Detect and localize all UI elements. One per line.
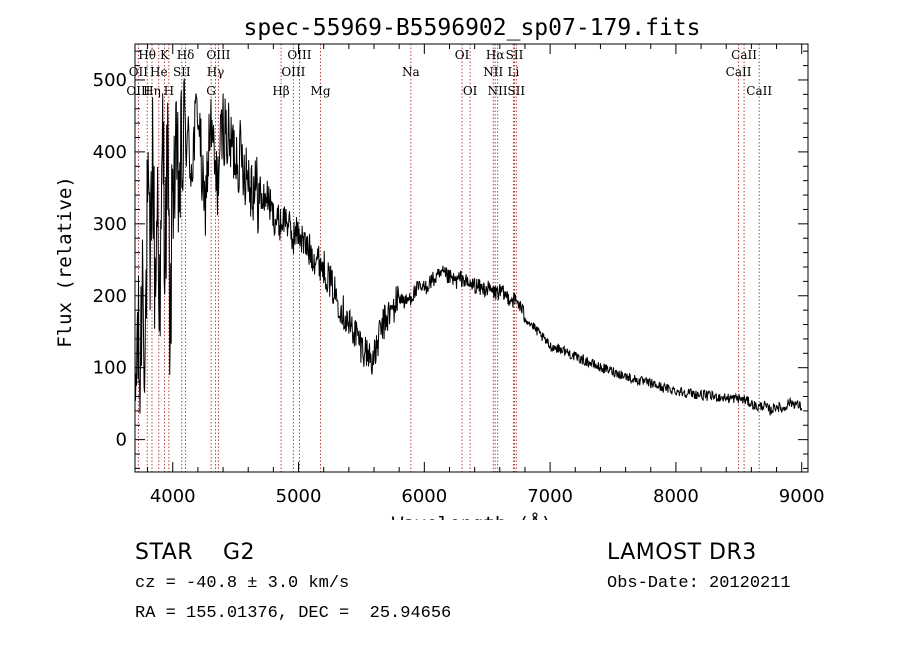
line-label: G	[206, 84, 216, 98]
spectrum-chart: spec-55969-B5596902_sp07-179.fits 4000 50…	[54, 15, 825, 520]
line-label: NII	[483, 65, 503, 79]
x-tick-label: 5000	[276, 486, 322, 507]
y-axis-label: Flux (relative)	[54, 176, 76, 348]
x-tick-label: 9000	[779, 486, 825, 507]
line-label: OI	[455, 48, 470, 62]
line-label: NII	[488, 84, 508, 98]
y-tick-label: 500	[93, 70, 127, 91]
line-label: SII	[173, 65, 191, 79]
line-label: OIII	[206, 48, 230, 62]
x-tick-label: 8000	[653, 486, 699, 507]
line-label: OIII	[287, 48, 311, 62]
line-label: Hδ	[177, 48, 195, 62]
x-tick-label: 7000	[527, 486, 573, 507]
redshift-velocity: cz = -40.8 ± 3.0 km/s	[135, 574, 350, 593]
line-label: Li	[507, 65, 519, 79]
chart-title: spec-55969-B5596902_sp07-179.fits	[244, 15, 701, 41]
line-label: OI	[463, 84, 478, 98]
x-tick-label: 4000	[150, 486, 196, 507]
line-label: SII	[507, 84, 525, 98]
line-label: Hβ	[272, 84, 289, 98]
line-label: K	[160, 48, 170, 62]
line-label: CaII	[746, 84, 772, 98]
emission-line-markers	[137, 44, 760, 472]
survey-name: LAMOST DR3	[607, 540, 757, 565]
coordinates: RA = 155.01376, DEC = 25.94656	[135, 604, 452, 623]
spectrum-line	[134, 78, 803, 416]
line-label: CaII	[731, 48, 757, 62]
spectrum-series	[134, 78, 803, 416]
line-label: He	[150, 65, 168, 79]
line-label: OIII	[126, 84, 150, 98]
y-tick-label: 200	[93, 286, 127, 307]
observation-date: Obs-Date: 20120211	[607, 574, 791, 593]
line-label: Hθ	[138, 48, 156, 62]
plot-frame	[134, 43, 809, 473]
y-tick-label: 100	[93, 358, 127, 379]
line-label: Hη	[143, 84, 161, 98]
line-label: CaII	[726, 65, 752, 79]
line-label: Mg	[311, 84, 331, 98]
line-label: H	[164, 84, 174, 98]
x-tick-label: 6000	[401, 486, 447, 507]
axes: 4000 5000 6000 7000 8000 9000 0 100 200 300 400 500	[93, 43, 825, 507]
line-label: OII	[129, 65, 149, 79]
line-label: Hα	[486, 48, 505, 62]
y-tick-label: 400	[93, 142, 127, 163]
line-label: Na	[402, 65, 420, 79]
line-label: Hγ	[207, 65, 225, 79]
line-label: SII	[506, 48, 524, 62]
y-tick-label: 0	[116, 430, 127, 451]
object-class: STAR G2	[135, 540, 256, 565]
line-label: OIII	[281, 65, 305, 79]
x-axis-label: Wavelength (Å)	[392, 512, 552, 520]
y-tick-label: 300	[93, 214, 127, 235]
